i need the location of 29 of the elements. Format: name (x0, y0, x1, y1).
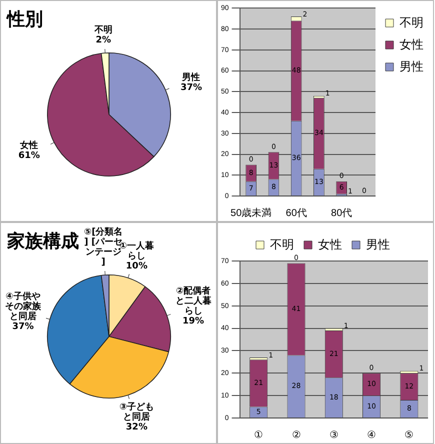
legend-label: 男性 (400, 59, 424, 74)
chart-title: 性別 (7, 8, 43, 31)
data-label: 61% (18, 150, 40, 161)
x-tick-label: ④ (367, 430, 376, 441)
data-label: 37% (12, 322, 34, 332)
data-label: 10% (126, 261, 148, 272)
x-tick-label: ② (292, 430, 301, 441)
slice-label: ④子供やその家族と同居 (4, 290, 42, 322)
slice-label: ③子どもと同居 (119, 401, 154, 422)
data-label: 37% (180, 83, 202, 94)
data-label: 32% (126, 422, 148, 432)
x-tick-label: 50歳未満 (230, 206, 272, 219)
x-tick-label: 80代 (331, 208, 352, 219)
legend-label: 不明 (270, 237, 294, 252)
slice-label: 不明 (93, 24, 112, 36)
x-tick-label: ③ (329, 430, 338, 441)
slice-label: 男性 (181, 72, 200, 84)
x-tick-label: ① (254, 430, 264, 441)
data-label: 19% (182, 316, 204, 326)
legend-label: 男性 (366, 237, 390, 252)
x-tick-label: ⑤ (404, 430, 414, 441)
legend-label: 不明 (400, 15, 424, 30)
slice-label: ②配偶者と二人暮らし (175, 285, 212, 316)
legend-label: 女性 (400, 37, 424, 52)
x-tick-label: 60代 (286, 208, 307, 219)
chart-title: 家族構成 (7, 230, 79, 253)
data-label: 2% (96, 35, 112, 46)
legend-label: 女性 (318, 237, 342, 252)
slice-label: 女性 (19, 140, 38, 151)
